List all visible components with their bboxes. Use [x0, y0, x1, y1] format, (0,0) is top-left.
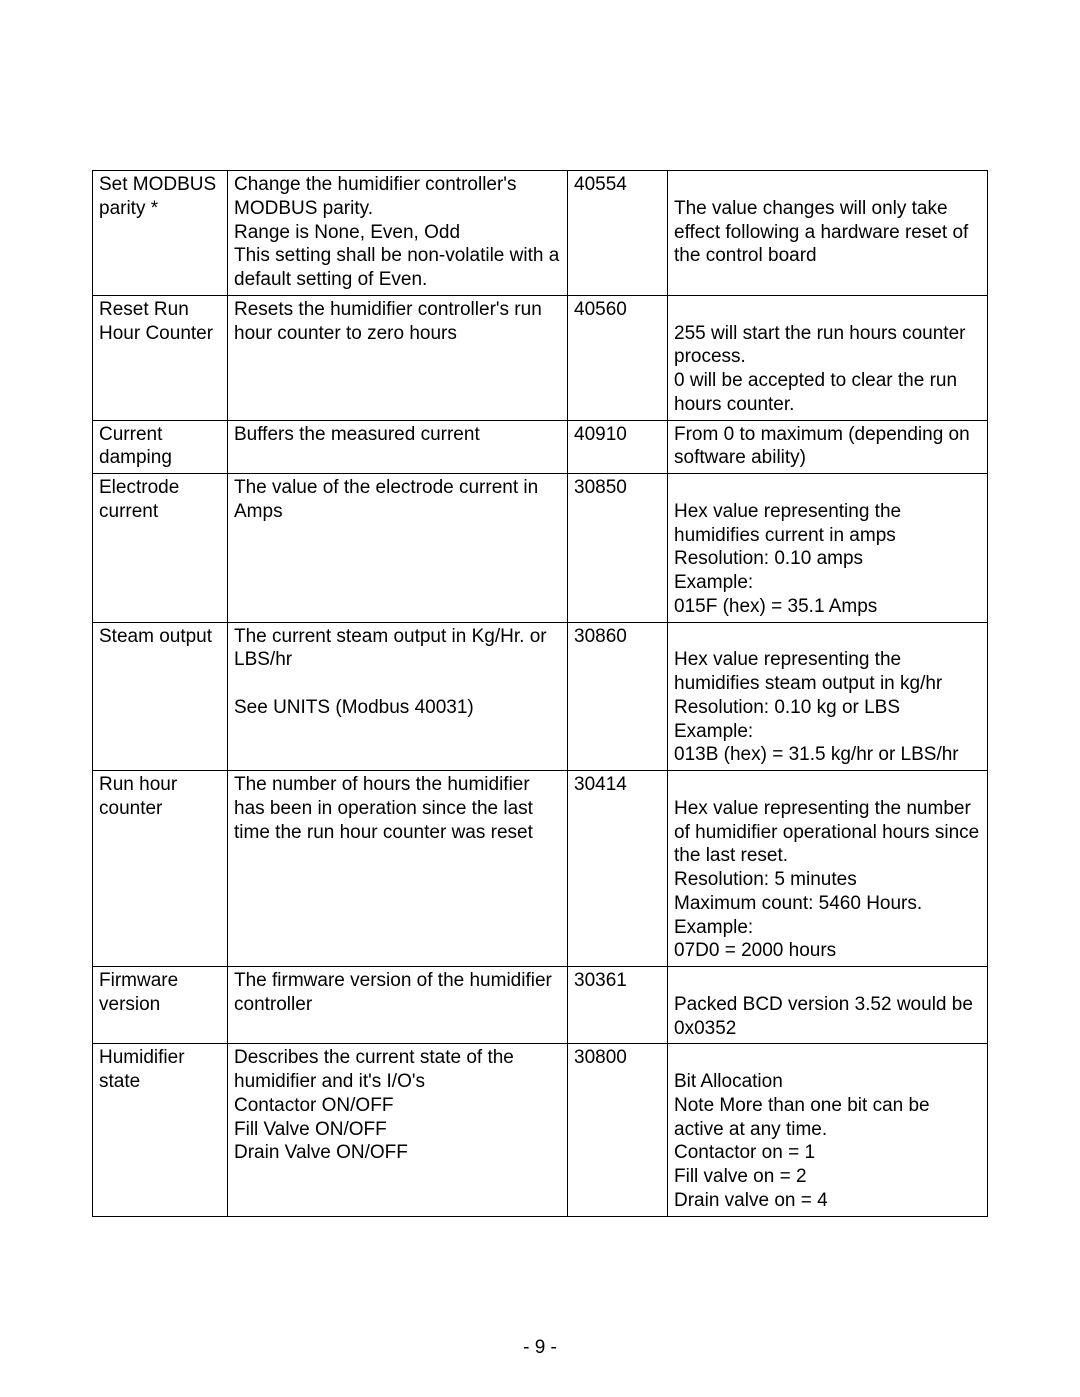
cell-description: The current steam output in Kg/Hr. or LB… [234, 625, 561, 720]
cell-parameter-name: Run hour counter [99, 773, 221, 821]
table-row: Run hour counter The number of hours the… [93, 771, 988, 967]
document-page: Set MODBUS parity * Change the humidifie… [0, 0, 1080, 1397]
cell-notes: Bit Allocation Note More than one bit ca… [674, 1046, 981, 1212]
cell-description: The number of hours the humidifier has b… [234, 773, 561, 844]
table-row: Current damping Buffers the measured cur… [93, 420, 988, 474]
cell-description: The firmware version of the humidifier c… [234, 969, 561, 1017]
cell-parameter-name: Steam output [99, 625, 221, 649]
table-row: Electrode current The value of the elect… [93, 474, 988, 623]
cell-description: Change the humidifier controller's MODBU… [234, 173, 561, 292]
cell-register: 30800 [574, 1046, 661, 1070]
cell-description: The value of the electrode current in Am… [234, 476, 561, 524]
cell-register: 30860 [574, 625, 661, 649]
cell-notes: From 0 to maximum (depending on software… [674, 423, 981, 471]
cell-notes: The value changes will only take effect … [674, 173, 981, 268]
cell-notes: Hex value representing the humidifies cu… [674, 476, 981, 619]
cell-register: 40910 [574, 423, 661, 447]
cell-parameter-name: Firmware version [99, 969, 221, 1017]
cell-description: Resets the humidifier controller's run h… [234, 298, 561, 346]
cell-parameter-name: Humidifier state [99, 1046, 221, 1094]
cell-notes: Hex value representing the humidifies st… [674, 625, 981, 768]
cell-register: 40554 [574, 173, 661, 197]
table-row: Reset Run Hour Counter Resets the humidi… [93, 295, 988, 420]
cell-register: 30850 [574, 476, 661, 500]
cell-parameter-name: Reset Run Hour Counter [99, 298, 221, 346]
cell-notes: 255 will start the run hours counter pro… [674, 298, 981, 417]
cell-register: 30414 [574, 773, 661, 797]
cell-notes: Hex value representing the number of hum… [674, 773, 981, 963]
cell-description: Buffers the measured current [234, 423, 561, 447]
cell-notes: Packed BCD version 3.52 would be 0x0352 [674, 969, 981, 1040]
cell-description: Describes the current state of the humid… [234, 1046, 561, 1165]
cell-register: 40560 [574, 298, 661, 322]
table-row: Humidifier state Describes the current s… [93, 1044, 988, 1216]
cell-register: 30361 [574, 969, 661, 993]
cell-parameter-name: Set MODBUS parity * [99, 173, 221, 221]
table-row: Firmware version The firmware version of… [93, 967, 988, 1044]
table-row: Steam output The current steam output in… [93, 622, 988, 771]
cell-parameter-name: Electrode current [99, 476, 221, 524]
table-row: Set MODBUS parity * Change the humidifie… [93, 171, 988, 296]
cell-parameter-name: Current damping [99, 423, 221, 471]
modbus-register-table: Set MODBUS parity * Change the humidifie… [92, 170, 988, 1217]
page-number: - 9 - [0, 1337, 1080, 1359]
